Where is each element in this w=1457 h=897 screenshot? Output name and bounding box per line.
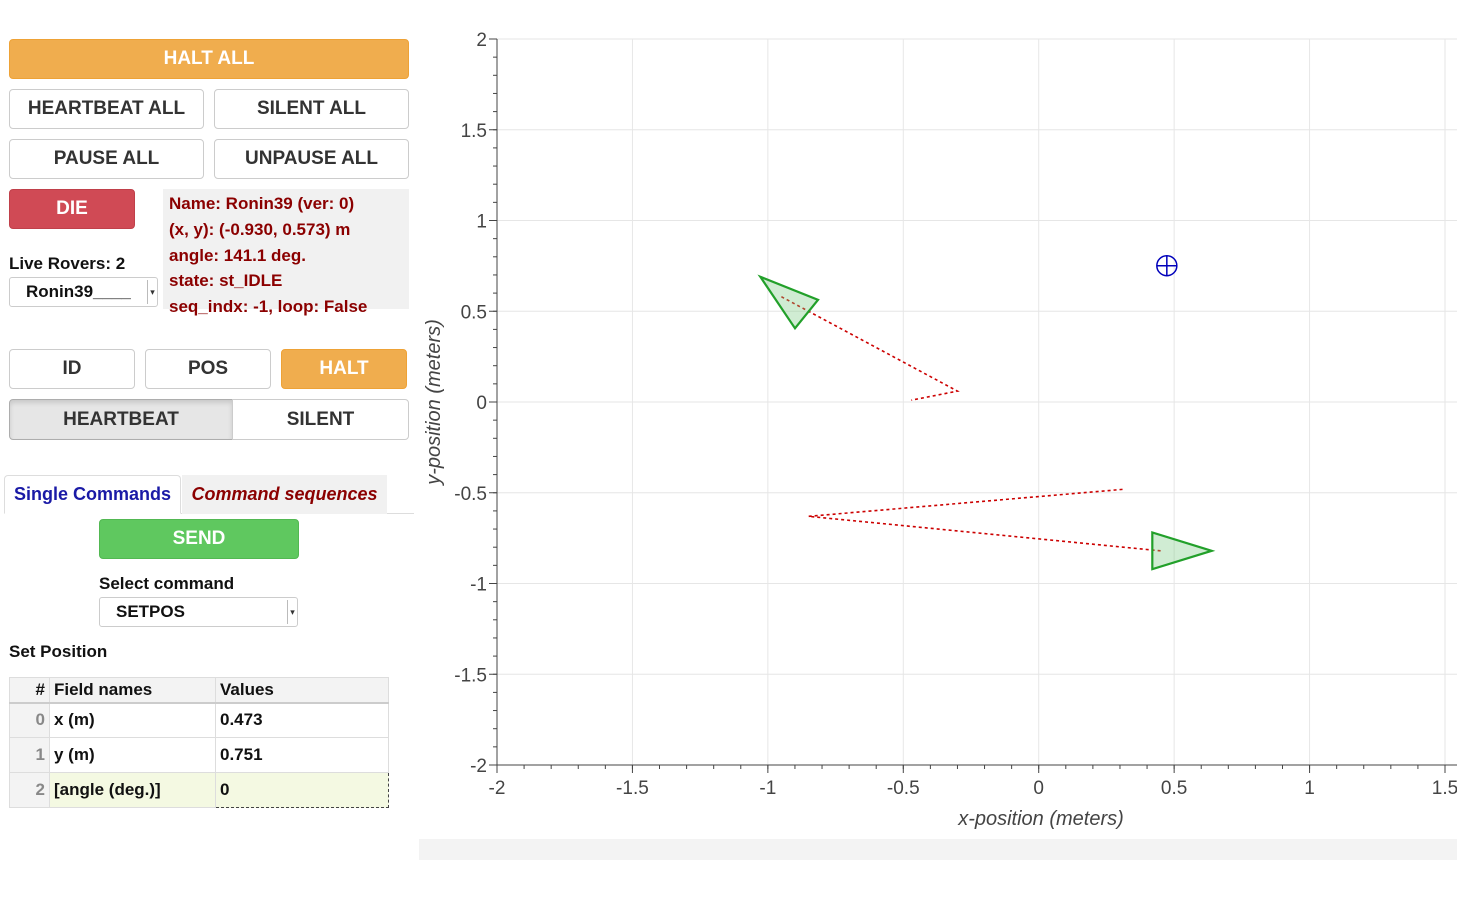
- send-button[interactable]: SEND: [99, 519, 299, 559]
- rover-path-line: [808, 488, 1161, 552]
- y-tick-label: 0: [476, 393, 487, 414]
- plot-footer: [419, 839, 1457, 860]
- rover-info-panel: Name: Ronin39 (ver: 0) (x, y): (-0.930, …: [163, 189, 409, 316]
- row-index: 0: [9, 702, 50, 738]
- y-tick-label: -2: [470, 756, 487, 777]
- rover-state: state: st_IDLE: [169, 271, 283, 291]
- table-row: 2 [angle (deg.)] 0: [9, 772, 389, 808]
- command-select-value: SETPOS: [116, 602, 185, 621]
- rover-select[interactable]: Ronin39____ ▾: [9, 277, 158, 307]
- rover-select-value: Ronin39____: [26, 282, 131, 301]
- row-index: 2: [9, 772, 50, 808]
- tab-single-commands[interactable]: Single Commands: [4, 475, 181, 514]
- x-tick-label: 0: [1033, 778, 1044, 799]
- plot-grid: [496, 38, 1457, 766]
- y-tick-label: 1.5: [461, 121, 487, 142]
- halt-all-button[interactable]: HALT ALL: [9, 39, 409, 79]
- field-value-input[interactable]: 0.473: [215, 702, 389, 738]
- x-tick-label: -1.5: [616, 778, 649, 799]
- y-tick-label: -1: [470, 575, 487, 596]
- rover-triangle: [757, 274, 820, 331]
- command-tabs: Single Commands Command sequences: [4, 475, 414, 514]
- y-tick-label: 1: [476, 212, 487, 233]
- select-command-label: Select command: [99, 574, 235, 593]
- set-position-title: Set Position: [9, 642, 108, 661]
- position-plot[interactable]: -2 -1.5 -1 -0.5 0 0.5 1 1.5 -2 -1.5 -1 -0.5 0 0.5 1 1.5…: [419, 0, 1457, 839]
- y-axis-label: y-position (meters): [423, 319, 445, 487]
- y-tick-label: -0.5: [454, 484, 487, 505]
- halt-button[interactable]: HALT: [281, 349, 407, 389]
- grid-header-field: Field names: [49, 677, 216, 704]
- table-row: 0 x (m) 0.473: [9, 702, 389, 738]
- rover-position: (x, y): (-0.930, 0.573) m: [169, 219, 351, 239]
- die-button[interactable]: DIE: [9, 189, 135, 229]
- field-value-input[interactable]: 0.751: [215, 737, 389, 773]
- heartbeat-toggle[interactable]: HEARTBEAT: [9, 399, 233, 440]
- row-index: 1: [9, 737, 50, 773]
- x-axis-label: x-position (meters): [957, 808, 1124, 830]
- unpause-all-button[interactable]: UNPAUSE ALL: [214, 139, 409, 179]
- x-tick-label: -2: [489, 778, 506, 799]
- x-tick-label: 1.5: [1432, 778, 1457, 799]
- rover-angle: angle: 141.1 deg.: [169, 245, 306, 265]
- rover-path-line: [781, 296, 960, 401]
- y-tick-label: -1.5: [454, 665, 487, 686]
- plot-axes: -2 -1.5 -1 -0.5 0 0.5 1 1.5 -2 -1.5 -1 -0.5 0 0.5 1 1.5…: [454, 30, 1457, 799]
- id-button[interactable]: ID: [9, 349, 135, 389]
- chevron-down-icon: ▾: [287, 600, 297, 624]
- rover-sequence: seq_indx: -1, loop: False: [169, 297, 368, 317]
- tab-command-sequences[interactable]: Command sequences: [182, 475, 387, 514]
- rover-markers: [757, 274, 1216, 571]
- table-row: 1 y (m) 0.751: [9, 737, 389, 773]
- target-marker: [1156, 254, 1178, 277]
- heartbeat-all-button[interactable]: HEARTBEAT ALL: [9, 89, 204, 129]
- x-tick-label: -1: [759, 778, 776, 799]
- y-tick-label: 0.5: [461, 302, 487, 323]
- pos-button[interactable]: POS: [145, 349, 271, 389]
- rover-name: Name: Ronin39 (ver: 0): [169, 194, 355, 213]
- field-name: x (m): [49, 702, 216, 738]
- command-select[interactable]: SETPOS ▾: [99, 597, 298, 627]
- field-value-input[interactable]: 0: [215, 772, 389, 808]
- x-tick-label: -0.5: [887, 778, 920, 799]
- grid-header-values: Values: [215, 677, 389, 704]
- field-name: y (m): [49, 737, 216, 773]
- field-name: [angle (deg.)]: [49, 772, 216, 808]
- grid-header-row: # Field names Values: [9, 677, 389, 704]
- x-tick-label: 0.5: [1161, 778, 1187, 799]
- silent-toggle[interactable]: SILENT: [232, 399, 409, 440]
- x-tick-label: 1: [1304, 778, 1315, 799]
- live-rovers-label: Live Rovers: 2: [9, 254, 126, 273]
- chevron-down-icon: ▾: [147, 280, 157, 304]
- y-tick-label: 2: [476, 30, 487, 51]
- rover-paths: [781, 296, 1161, 552]
- grid-header-index: #: [9, 677, 50, 704]
- silent-all-button[interactable]: SILENT ALL: [214, 89, 409, 129]
- pause-all-button[interactable]: PAUSE ALL: [9, 139, 204, 179]
- parameter-grid: # Field names Values 0 x (m) 0.473 1 y (…: [9, 677, 389, 808]
- rover-triangle: [1151, 531, 1216, 571]
